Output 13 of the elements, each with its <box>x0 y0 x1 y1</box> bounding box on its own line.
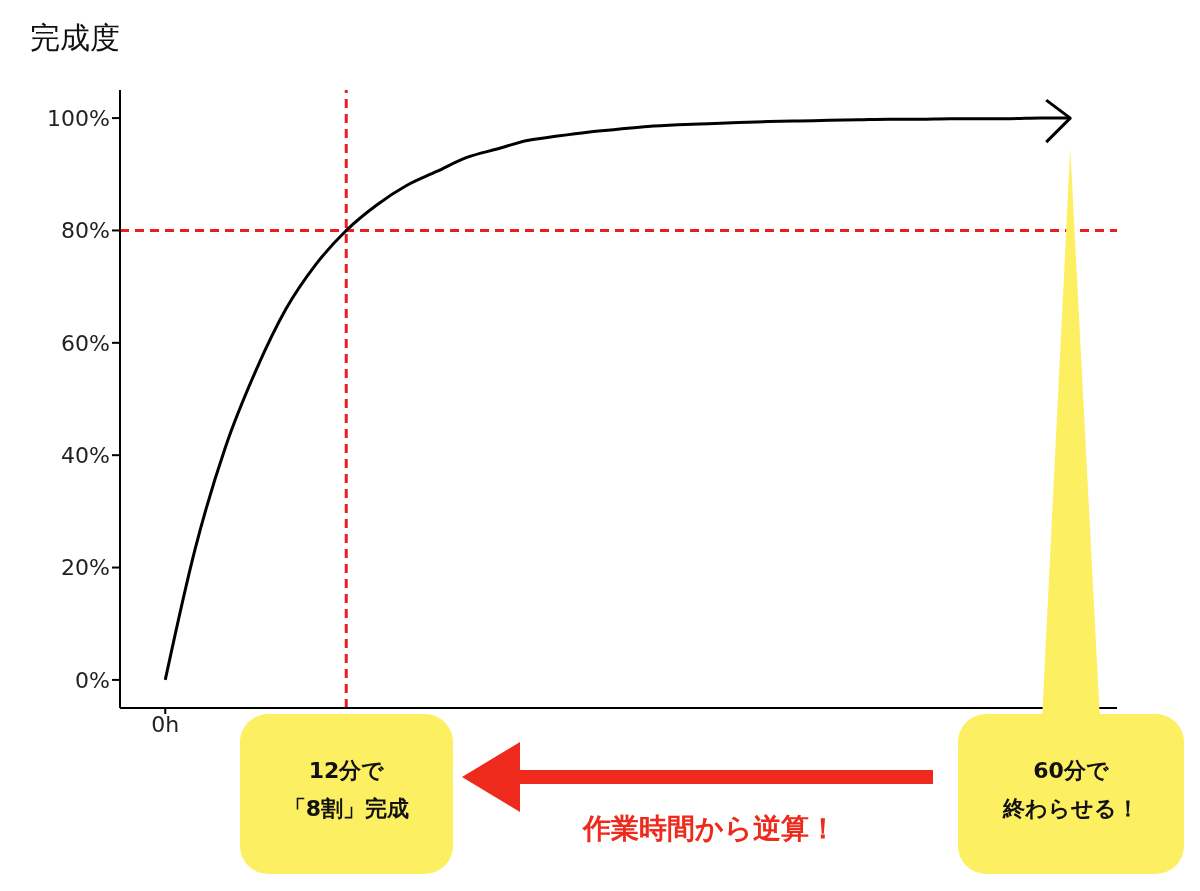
y-tick-label: 80% <box>61 218 110 244</box>
text: 12分で <box>307 757 386 785</box>
y-tick-label: 100% <box>47 105 110 131</box>
y-tick-label: 20% <box>61 555 110 581</box>
y-tick-label: 40% <box>61 442 110 468</box>
text: 終わらせる！ <box>1001 795 1140 823</box>
text: 作業時間から逆算！ <box>581 811 838 847</box>
x-tick-label: 0h <box>151 711 180 737</box>
y-tick-label: 60% <box>61 330 110 356</box>
text: 60分で <box>1032 757 1110 785</box>
y-axis-title: 完成度 <box>30 19 120 57</box>
y-tick-label: 0% <box>75 667 110 693</box>
text: 「8割」完成 <box>282 795 411 823</box>
